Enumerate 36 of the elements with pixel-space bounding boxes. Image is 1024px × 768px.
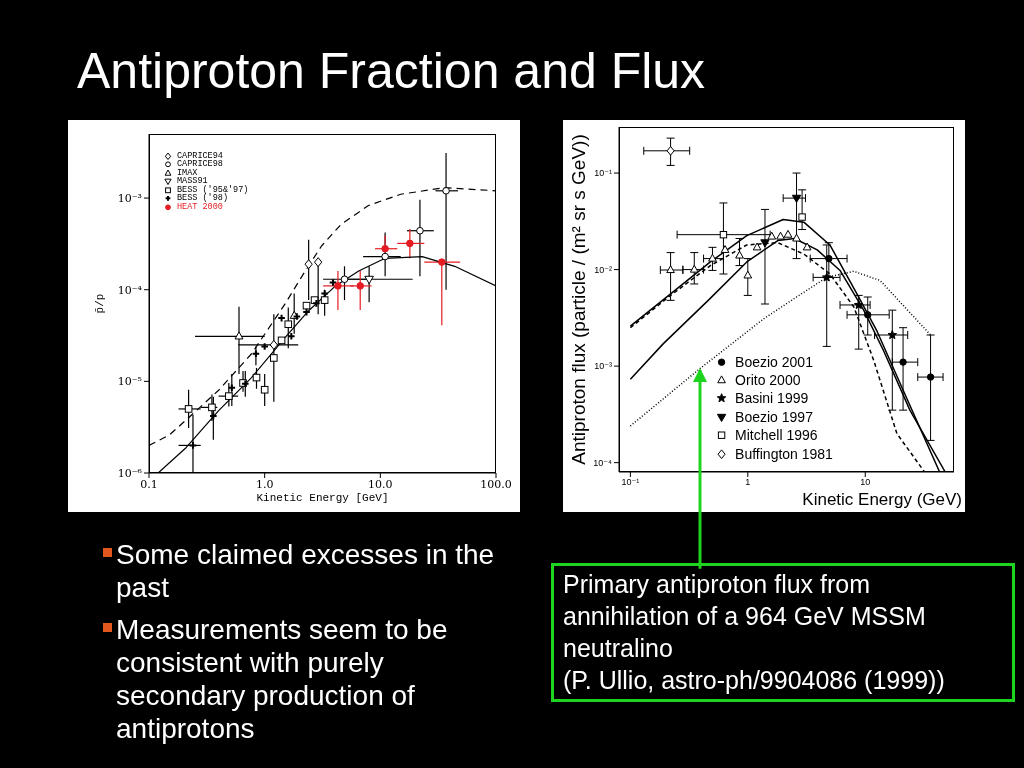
text: (P. Ullio, astro-ph/9904086 (1999)): [563, 665, 946, 696]
y-tick-label: 10⁻⁴: [117, 283, 143, 297]
legend-label: Orito 2000: [735, 371, 801, 390]
x-tick-label: 0.1: [140, 477, 158, 491]
y-tick-label: 10⁻³: [117, 191, 142, 205]
y-tick-label: 10⁻⁴: [593, 457, 613, 468]
y-tick-label: 10⁻⁵: [117, 375, 142, 389]
legend-label: Basini 1999: [735, 389, 809, 408]
legend-label: CAPRICE94: [177, 150, 223, 161]
legend-label: Boezio 1997: [735, 407, 813, 427]
legend-label: IMAX: [177, 167, 198, 178]
legend-label: CAPRICE98: [177, 159, 223, 170]
y-tick-label: 10⁻¹: [594, 168, 612, 179]
text: Measurements seem to be consistent with purely secondary production of antiprotons: [116, 613, 449, 745]
legend-label: Buffington 1981: [735, 444, 833, 464]
y-tick-label: 10⁻⁶: [117, 466, 143, 480]
y-tick-label: 10⁻²: [594, 264, 612, 275]
x-tick-label: 1: [745, 477, 751, 488]
y-axis-title: Antiproton flux (particle / (m² sr s GeV)): [567, 134, 589, 465]
text: Some claimed excesses in the past: [116, 538, 496, 604]
legend-label: Boezio 2001: [735, 352, 813, 372]
x-tick-label: 10: [860, 477, 871, 488]
y-tick-label: 10⁻³: [594, 361, 612, 372]
x-axis-title: Kinetic Energy (GeV): [802, 490, 962, 509]
x-axis-title: Kinetic Energy [GeV]: [256, 492, 389, 504]
annotation: Primary antiproton flux from annihilation of a 964 GeV MSSM neutralino: [563, 569, 927, 664]
y-axis-title: p̄/p: [94, 293, 106, 314]
x-tick-label: 100.0: [480, 477, 512, 491]
x-tick-label: 10⁻¹: [621, 477, 640, 488]
text: Antiproton Fraction and Flux: [77, 43, 707, 99]
legend-label: BESS ('95&'97): [177, 184, 249, 195]
legend-label: Mitchell 1996: [735, 426, 818, 445]
legend-label: BESS ('98): [177, 193, 228, 204]
x-tick-label: 1.0: [255, 477, 274, 491]
x-tick-label: 10.0: [368, 477, 393, 491]
legend-label: HEAT 2000: [177, 202, 223, 213]
